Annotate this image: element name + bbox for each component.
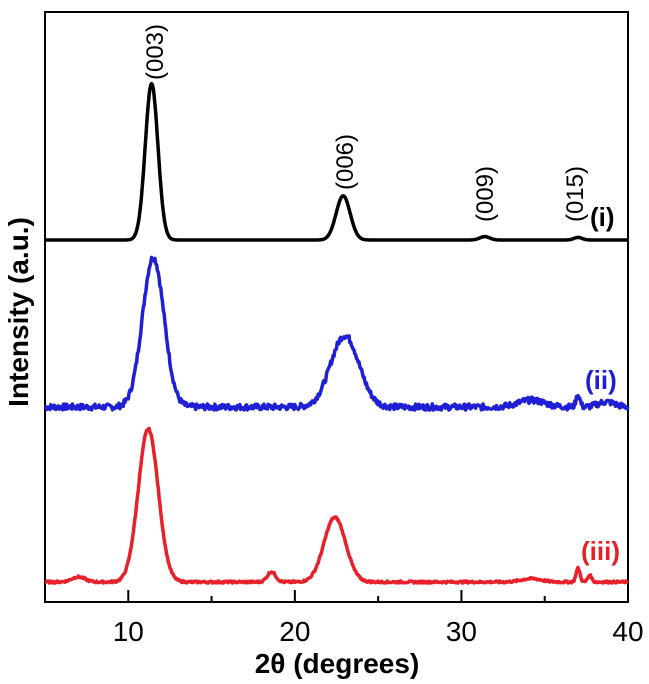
plot-frame bbox=[44, 11, 629, 603]
series-label-ii: (ii) bbox=[585, 365, 617, 395]
series-line-ii bbox=[44, 255, 630, 412]
series-label-i: (i) bbox=[590, 202, 615, 232]
x-tick-label: 10 bbox=[113, 616, 144, 647]
y-axis-title: Intensity (a.u.) bbox=[3, 217, 34, 407]
x-tick-label: 40 bbox=[612, 616, 643, 647]
x-tick-label: 30 bbox=[446, 616, 477, 647]
peak-label-006: (006) bbox=[332, 134, 359, 190]
peak-label-009: (009) bbox=[472, 166, 499, 222]
series-line-iii bbox=[44, 426, 629, 585]
series-label-iii: (iii) bbox=[581, 536, 620, 566]
series-line-i bbox=[44, 81, 629, 242]
peak-label-003: (003) bbox=[142, 24, 169, 80]
peak-label-015: (015) bbox=[562, 166, 589, 222]
x-tick-label: 20 bbox=[279, 616, 310, 647]
x-axis-title: 2θ (degrees) bbox=[255, 648, 420, 679]
x-axis-ticks bbox=[44, 590, 629, 602]
